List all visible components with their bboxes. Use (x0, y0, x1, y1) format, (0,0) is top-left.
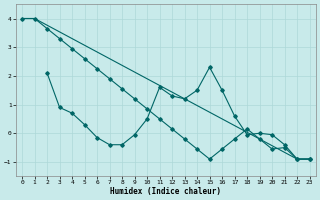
X-axis label: Humidex (Indice chaleur): Humidex (Indice chaleur) (110, 187, 221, 196)
